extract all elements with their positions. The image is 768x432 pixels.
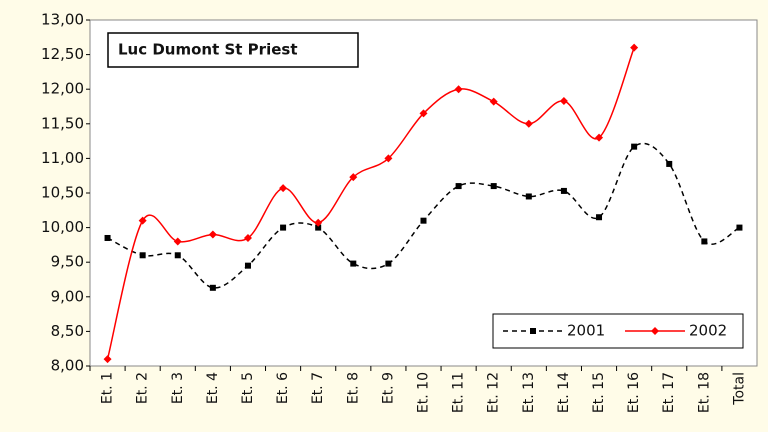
data-point — [384, 154, 393, 163]
y-tick-label: 11,50 — [41, 114, 84, 132]
data-point — [666, 160, 673, 167]
data-point — [208, 230, 217, 239]
data-point — [349, 173, 358, 182]
data-point — [244, 262, 251, 269]
y-tick-label: 11,00 — [41, 149, 84, 167]
x-tick-label: Et. 10 — [416, 372, 432, 413]
y-tick-label: 9,50 — [51, 253, 84, 271]
data-point — [279, 184, 288, 193]
x-tick-label: Et. 11 — [451, 372, 467, 413]
data-point — [419, 109, 428, 118]
plot-area — [89, 19, 758, 367]
legend-label: 2002 — [689, 322, 727, 340]
data-point — [314, 218, 323, 227]
x-tick-label: Et. 6 — [275, 372, 291, 404]
data-point — [315, 224, 322, 231]
x-tick-label: Et. 5 — [240, 372, 256, 404]
data-point — [630, 43, 639, 52]
legend-marker — [651, 327, 659, 335]
x-tick-label: Et. 13 — [521, 372, 537, 413]
y-tick-label: 10,50 — [41, 184, 84, 202]
data-point — [173, 237, 182, 246]
y-tick-label: 12,00 — [41, 80, 84, 98]
data-point — [139, 252, 146, 259]
y-tick-label: 9,00 — [51, 287, 84, 305]
data-point — [701, 238, 708, 245]
x-tick-label: Et. 17 — [661, 372, 677, 413]
data-point — [385, 260, 392, 267]
data-point — [138, 216, 147, 225]
x-tick-label: Et. 9 — [380, 372, 396, 404]
x-tick-label: Et. 3 — [170, 372, 186, 404]
y-tick-label: 10,00 — [41, 218, 84, 236]
data-point — [489, 97, 498, 106]
x-tick-label: Et. 7 — [310, 372, 326, 404]
data-point — [490, 183, 497, 190]
title-box — [107, 32, 359, 68]
data-point — [559, 96, 568, 105]
x-tick-label: Et. 16 — [626, 372, 642, 413]
data-point — [420, 217, 427, 224]
x-tick-label: Total — [731, 372, 747, 406]
data-point — [103, 355, 112, 364]
x-tick-label: Et. 12 — [486, 372, 502, 413]
data-point — [596, 214, 603, 221]
data-point — [524, 119, 533, 128]
x-tick-label: Et. 1 — [100, 372, 116, 404]
x-tick-label: Et. 18 — [696, 372, 712, 413]
x-tick-label: Et. 14 — [556, 372, 572, 413]
data-point — [280, 224, 287, 231]
x-tick-label: Et. 15 — [591, 372, 607, 413]
y-tick-label: 12,50 — [41, 45, 84, 63]
x-tick-label: Et. 2 — [135, 372, 151, 404]
data-point — [174, 252, 181, 259]
data-point — [209, 284, 216, 291]
data-point — [454, 85, 463, 94]
y-tick-label: 8,50 — [51, 322, 84, 340]
y-tick-label: 13,00 — [41, 11, 84, 29]
data-point — [595, 133, 604, 142]
x-tick-label: Et. 4 — [205, 372, 221, 404]
legend-label: 2001 — [567, 322, 605, 340]
data-point — [243, 233, 252, 242]
data-point — [455, 183, 462, 190]
data-point — [525, 193, 532, 200]
data-point — [104, 234, 111, 241]
data-point — [350, 260, 357, 267]
x-tick-label: Et. 8 — [345, 372, 361, 404]
data-point — [560, 187, 567, 194]
y-tick-label: 8,00 — [51, 357, 84, 375]
chart-title: Luc Dumont St Priest — [118, 41, 298, 59]
data-point — [736, 224, 743, 231]
data-point — [631, 143, 638, 150]
legend-marker — [530, 328, 536, 334]
